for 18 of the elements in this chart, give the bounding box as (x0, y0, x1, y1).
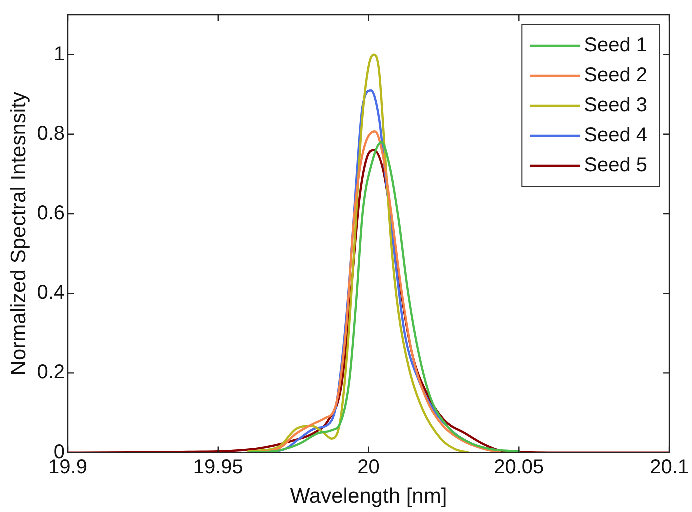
x-tick-label: 20.1 (650, 456, 690, 478)
line-series (247, 54, 470, 453)
y-axis-title: Normalized Spectral Intesnsity (7, 92, 30, 376)
y-tick-label: 0.6 (37, 202, 66, 225)
x-tick-label: 20.05 (494, 456, 544, 478)
legend-label: Seed 1 (584, 34, 648, 57)
x-tick-label: 20 (358, 456, 380, 478)
y-tick-label: 1 (54, 43, 66, 66)
legend-label: Seed 3 (584, 94, 648, 117)
line-series (68, 149, 670, 453)
x-tick-label: 19.95 (193, 456, 244, 478)
legend-label: Seed 2 (584, 64, 648, 87)
y-tick-label: 0.8 (37, 122, 66, 145)
y-tick-label: 0.2 (37, 362, 66, 384)
x-axis-title: Wavelength [nm] (290, 485, 448, 508)
legend-label: Seed 4 (584, 124, 648, 147)
y-tick-label: 0.4 (37, 282, 66, 304)
legend-label: Seed 5 (584, 154, 648, 177)
